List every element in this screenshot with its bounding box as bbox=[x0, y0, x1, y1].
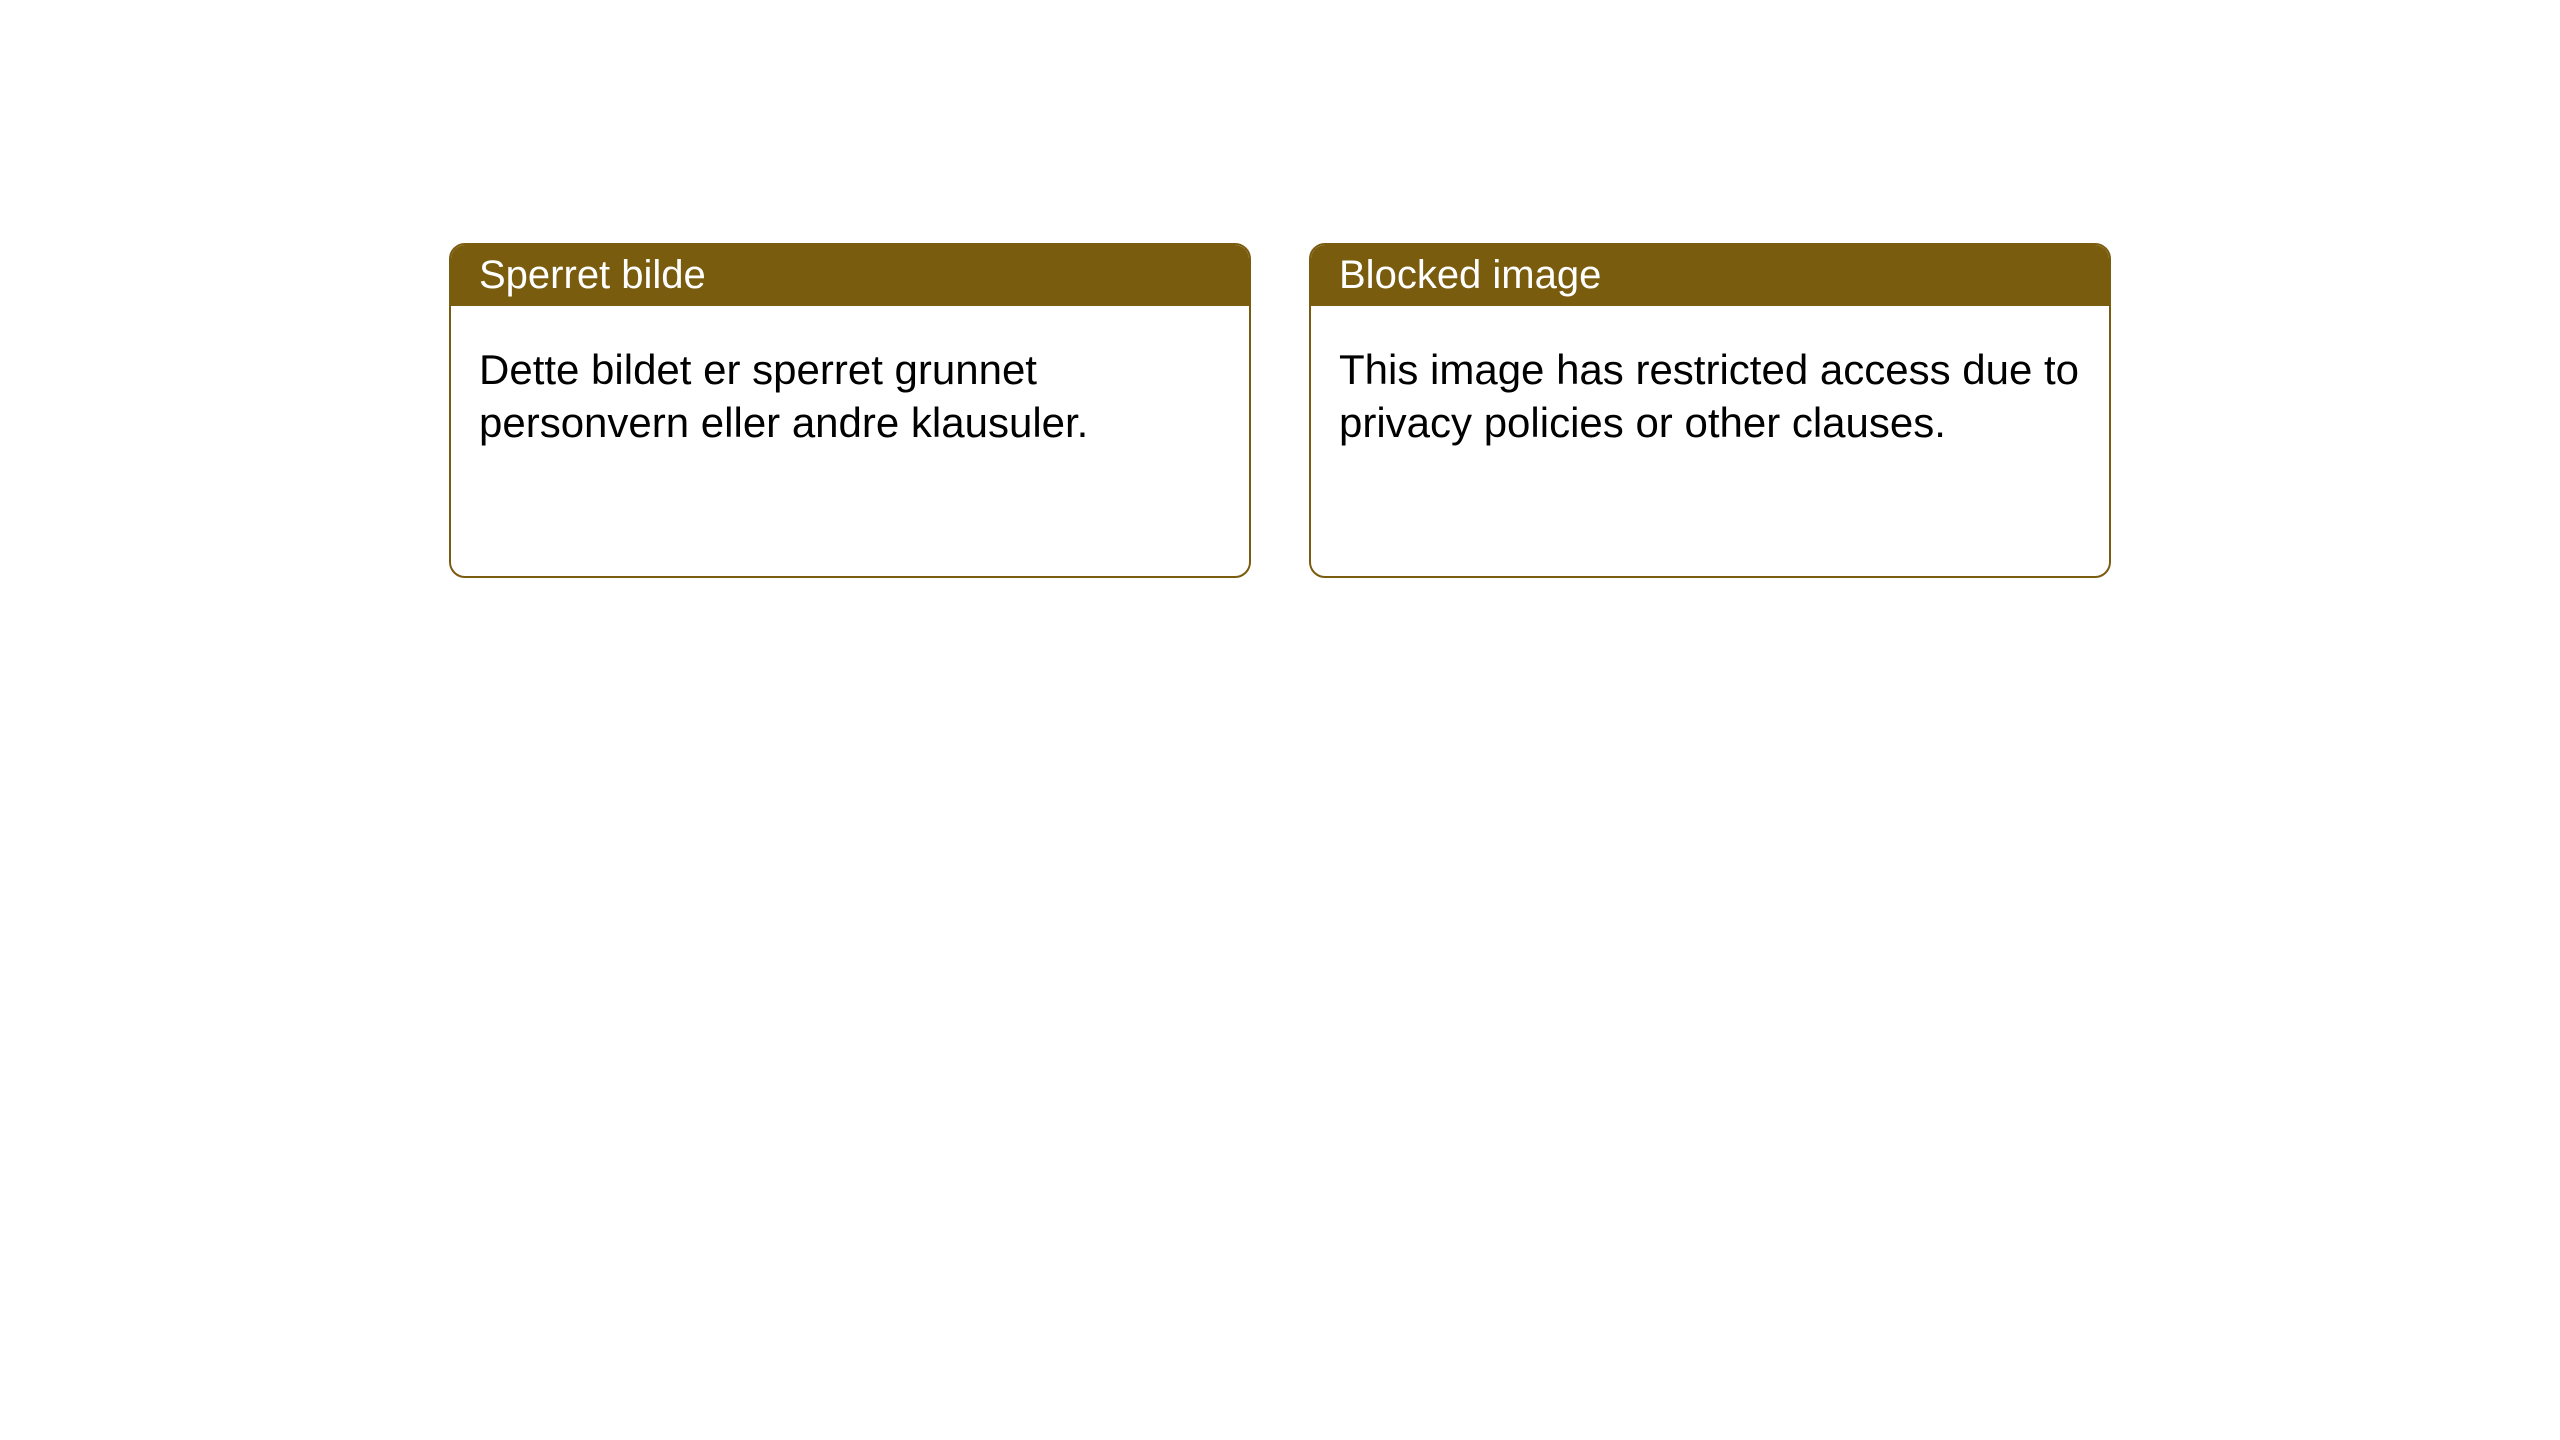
notice-title: Sperret bilde bbox=[479, 253, 706, 298]
notice-box-english: Blocked image This image has restricted … bbox=[1309, 243, 2111, 578]
notice-header: Sperret bilde bbox=[451, 245, 1249, 306]
notice-body: This image has restricted access due to … bbox=[1311, 306, 2109, 487]
notice-box-norwegian: Sperret bilde Dette bildet er sperret gr… bbox=[449, 243, 1251, 578]
notice-container: Sperret bilde Dette bildet er sperret gr… bbox=[449, 243, 2111, 578]
notice-header: Blocked image bbox=[1311, 245, 2109, 306]
notice-body-text: Dette bildet er sperret grunnet personve… bbox=[479, 346, 1088, 446]
notice-title: Blocked image bbox=[1339, 253, 1601, 298]
notice-body-text: This image has restricted access due to … bbox=[1339, 346, 2079, 446]
notice-body: Dette bildet er sperret grunnet personve… bbox=[451, 306, 1249, 487]
